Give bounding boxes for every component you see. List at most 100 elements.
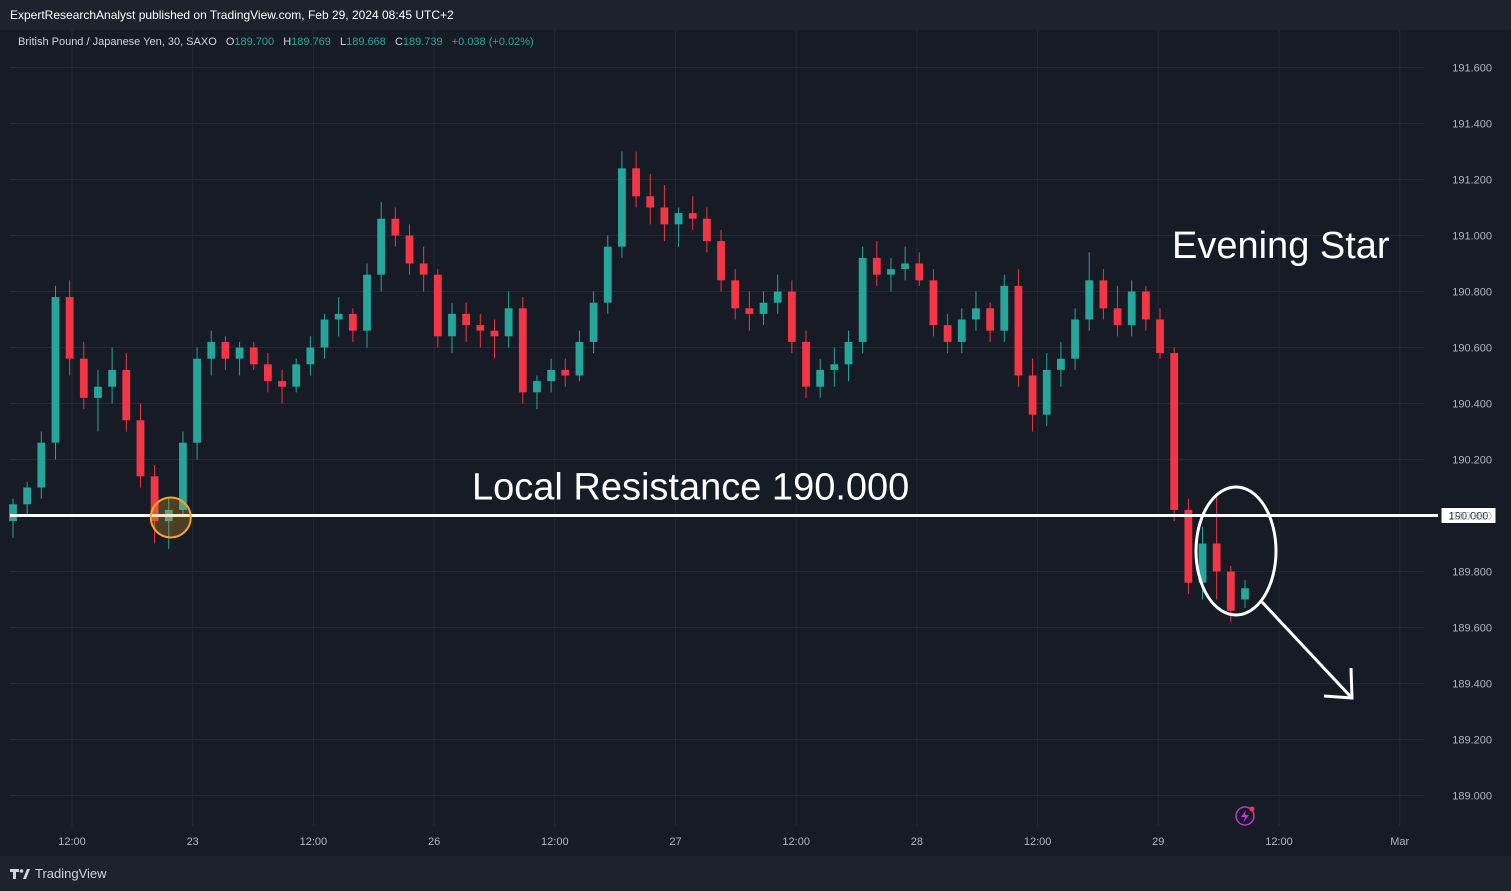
candle [1057,341,1065,387]
candle [136,403,145,488]
candle-body [94,386,102,398]
candle-body [320,319,329,348]
candle-body [575,341,584,376]
time-tick-label: 29 [1152,836,1164,848]
candle [745,291,754,331]
time-tick-label: 23 [187,836,199,848]
candle [802,330,810,398]
candle-body [660,207,669,225]
candle [575,330,584,382]
price-tick-label: 189.400 [1452,679,1492,691]
candle-body [533,381,541,393]
candle [674,207,683,247]
candle-body [249,347,258,365]
candle [915,252,924,286]
candle [1184,498,1193,594]
candle [603,235,612,314]
publisher-text: ExpertResearchAnalyst published on Tradi… [10,8,454,22]
candle [901,246,910,281]
candle [377,201,386,292]
candle [264,353,272,393]
candle-body [419,263,428,275]
candle [448,302,456,354]
candle-body [872,257,881,275]
time-tick-label: Mar [1390,836,1409,848]
price-tick-label: 190.600 [1452,343,1492,355]
candle-body [731,280,740,309]
candle [405,224,414,275]
candle-body [108,369,117,387]
candle [221,336,230,370]
candle-body [773,291,782,303]
candle-body [207,341,216,359]
candle-body [292,364,301,387]
candle [1028,358,1037,432]
candle-body [278,381,286,387]
candle-body [79,358,88,398]
candle [717,229,725,292]
candle-body [844,341,853,365]
candle [320,313,329,359]
candle [1000,274,1009,342]
candle [249,341,258,370]
time-tick-label: 28 [911,836,923,848]
high-value: 189.769 [291,36,331,48]
candle-body [193,358,201,443]
candle-body [646,196,655,208]
candle-body [462,313,471,326]
chart-grid [10,30,1424,826]
candle [122,353,131,432]
candle-body [235,347,244,359]
price-chart[interactable]: 190.000 Local Resistance 190.000 Evening S… [0,30,1511,856]
candle [518,297,527,404]
candle-body [1141,291,1150,320]
candle-body [391,218,400,236]
candle-body [1085,280,1094,320]
candle [433,269,442,348]
candle [1156,308,1164,359]
candle-body [306,347,315,365]
resistance-price-badge [1440,507,1497,524]
price-tick-label: 190.200 [1452,455,1492,467]
candle-body [51,297,60,443]
candle [547,358,556,393]
candle-body [717,241,725,281]
candle [108,347,117,404]
candle [1212,493,1221,600]
candle [533,375,541,410]
candle-body [221,341,230,359]
candle-body [490,330,499,337]
price-tick-label: 189.800 [1452,567,1492,579]
candle [561,358,570,387]
candle [702,207,711,253]
candle [872,241,881,286]
time-axis: 12:00 23 12:00 26 12:00 27 12:00 28 12:00 29 12:00… [58,836,1409,848]
tradingview-logo[interactable]: TradingView [10,856,107,891]
candle [1141,285,1150,331]
time-tick-label: 12:00 [1024,836,1052,848]
low-label: L [339,36,347,48]
candle [646,173,655,225]
candle-body [136,420,145,477]
candle-body [264,364,272,382]
candle [504,291,513,348]
price-tick-label: 190.400 [1452,399,1492,411]
candle-body [1156,319,1164,354]
candle [688,196,697,230]
candle [1085,252,1094,331]
chart-frame[interactable]: 190.000 Local Resistance 190.000 Evening S… [0,30,1511,856]
price-tick-label: 191.600 [1452,63,1492,75]
candle [235,341,244,376]
candle-body [957,319,966,342]
candle-body [334,313,343,320]
touch-highlight-circle [149,496,192,539]
price-tick-label: 191.000 [1452,231,1492,243]
candle-body [759,302,768,314]
candle [490,319,499,359]
candle-body [476,325,485,331]
candle [278,369,286,404]
candle-body [1071,319,1079,359]
candle [858,246,867,354]
candle [759,291,768,326]
candle [1014,269,1023,387]
